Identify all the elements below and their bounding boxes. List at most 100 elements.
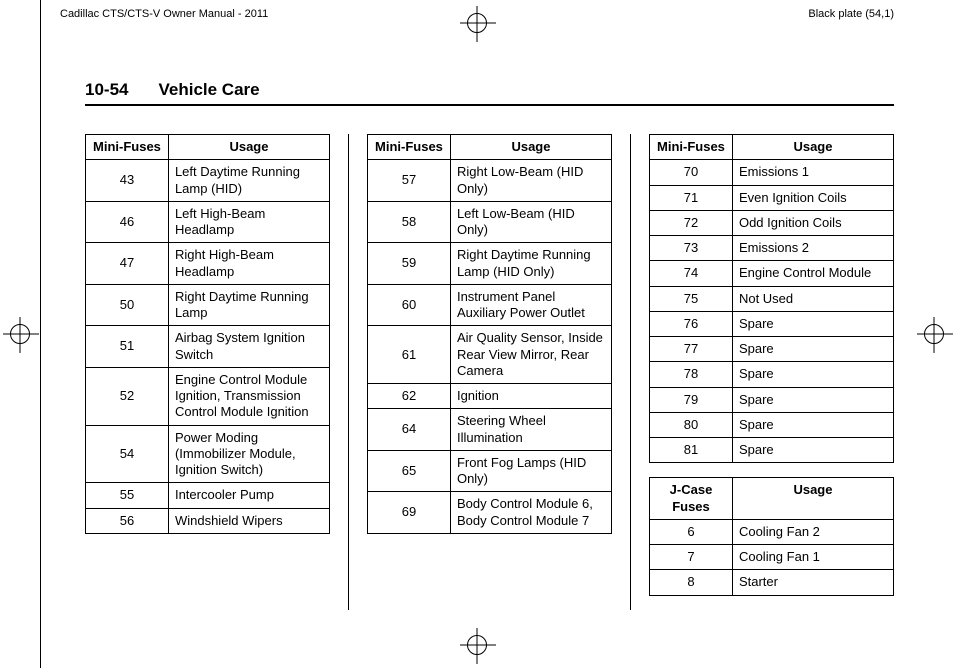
fuse-number: 65 [368,450,451,492]
registration-mark-icon [467,635,487,655]
fuse-usage: Left Low-Beam (HID Only) [450,201,611,243]
fuse-table-3b: J-Case Fuses Usage 6Cooling Fan 27Coolin… [649,477,894,595]
fuse-number: 72 [650,210,733,235]
fuse-number: 74 [650,261,733,286]
columns: Mini-Fuses Usage 43Left Daytime Running … [85,134,894,610]
fuse-number: 7 [650,545,733,570]
fuse-number: 61 [368,326,451,384]
table-row: 77Spare [650,337,894,362]
fuse-number: 6 [650,519,733,544]
fuse-number: 56 [86,508,169,533]
fuse-usage: Spare [732,362,893,387]
table-row: 52Engine Control Module Ignition, Transm… [86,367,330,425]
table-row: 74Engine Control Module [650,261,894,286]
table-row: 55Intercooler Pump [86,483,330,508]
table-row: 75Not Used [650,286,894,311]
fuse-number: 57 [368,160,451,202]
fuse-number: 81 [650,438,733,463]
fuse-usage: Instrument Panel Auxiliary Power Outlet [450,284,611,326]
table-header: Mini-Fuses [86,135,169,160]
fuse-number: 59 [368,243,451,285]
fuse-usage: Body Control Module 6, Body Control Modu… [450,492,611,534]
table-row: 70Emissions 1 [650,160,894,185]
fuse-usage: Engine Control Module Ignition, Transmis… [168,367,329,425]
table-row: 69Body Control Module 6, Body Control Mo… [368,492,612,534]
fuse-number: 70 [650,160,733,185]
table-row: 71Even Ignition Coils [650,185,894,210]
table-row: 51Airbag System Ignition Switch [86,326,330,368]
fuse-number: 75 [650,286,733,311]
fuse-usage: Right High-Beam Headlamp [168,243,329,285]
fuse-number: 52 [86,367,169,425]
table-row: 78Spare [650,362,894,387]
column-3: Mini-Fuses Usage 70Emissions 171Even Ign… [631,134,894,610]
table-header: Mini-Fuses [650,135,733,160]
table-header: Usage [732,478,893,520]
fuse-number: 80 [650,412,733,437]
fuse-table-2: Mini-Fuses Usage 57Right Low-Beam (HID O… [367,134,612,534]
table-row: 6Cooling Fan 2 [650,519,894,544]
fuse-usage: Air Quality Sensor, Inside Rear View Mir… [450,326,611,384]
fuse-number: 79 [650,387,733,412]
column-2: Mini-Fuses Usage 57Right Low-Beam (HID O… [349,134,631,610]
fuse-number: 50 [86,284,169,326]
fuse-usage: Windshield Wipers [168,508,329,533]
fuse-number: 73 [650,236,733,261]
table-row: 58Left Low-Beam (HID Only) [368,201,612,243]
registration-mark-icon [10,324,30,344]
table-row: 64Steering Wheel Illumination [368,409,612,451]
table-row: 65Front Fog Lamps (HID Only) [368,450,612,492]
table-row: 80Spare [650,412,894,437]
fuse-number: 46 [86,201,169,243]
table-row: 81Spare [650,438,894,463]
fuse-number: 76 [650,311,733,336]
fuse-number: 77 [650,337,733,362]
fuse-usage: Right Daytime Running Lamp [168,284,329,326]
fuse-table-3a: Mini-Fuses Usage 70Emissions 171Even Ign… [649,134,894,463]
fuse-number: 78 [650,362,733,387]
table-row: 54Power Moding (Immobilizer Module, Igni… [86,425,330,483]
table-row: 57Right Low-Beam (HID Only) [368,160,612,202]
registration-mark-icon [924,324,944,344]
registration-mark-icon [467,13,487,33]
fuse-usage: Spare [732,438,893,463]
fuse-number: 43 [86,160,169,202]
table-row: 62Ignition [368,384,612,409]
fuse-number: 62 [368,384,451,409]
fuse-usage: Cooling Fan 1 [732,545,893,570]
fuse-number: 8 [650,570,733,595]
section-title: Vehicle Care [158,80,259,100]
fuse-usage: Spare [732,337,893,362]
fuse-table-1: Mini-Fuses Usage 43Left Daytime Running … [85,134,330,534]
fuse-usage: Spare [732,387,893,412]
fuse-usage: Engine Control Module [732,261,893,286]
fuse-usage: Right Daytime Running Lamp (HID Only) [450,243,611,285]
table-row: 61Air Quality Sensor, Inside Rear View M… [368,326,612,384]
table-row: 59Right Daytime Running Lamp (HID Only) [368,243,612,285]
fuse-usage: Power Moding (Immobilizer Module, Igniti… [168,425,329,483]
fuse-usage: Left Daytime Running Lamp (HID) [168,160,329,202]
fuse-usage: Even Ignition Coils [732,185,893,210]
table-header: J-Case Fuses [650,478,733,520]
table-row: 60Instrument Panel Auxiliary Power Outle… [368,284,612,326]
fuse-number: 71 [650,185,733,210]
table-row: 79Spare [650,387,894,412]
table-row: 76Spare [650,311,894,336]
table-header: Usage [168,135,329,160]
fuse-number: 54 [86,425,169,483]
fuse-number: 51 [86,326,169,368]
fuse-usage: Left High-Beam Headlamp [168,201,329,243]
table-row: 46Left High-Beam Headlamp [86,201,330,243]
fuse-usage: Right Low-Beam (HID Only) [450,160,611,202]
column-1: Mini-Fuses Usage 43Left Daytime Running … [85,134,349,610]
fuse-usage: Ignition [450,384,611,409]
section-header: 10-54 Vehicle Care [85,80,894,106]
fuse-usage: Steering Wheel Illumination [450,409,611,451]
table-row: 8Starter [650,570,894,595]
table-header: Usage [732,135,893,160]
fuse-usage: Intercooler Pump [168,483,329,508]
fuse-number: 69 [368,492,451,534]
section-number: 10-54 [85,80,128,100]
fuse-usage: Spare [732,412,893,437]
table-row: 73Emissions 2 [650,236,894,261]
